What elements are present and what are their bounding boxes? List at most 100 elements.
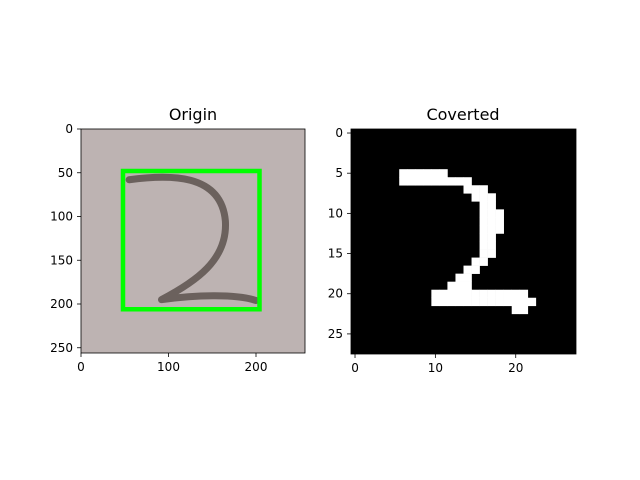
white-pixel [487,209,496,218]
white-pixel [487,217,496,226]
origin-ytick-label: 100 [50,210,73,224]
white-pixel [495,297,504,307]
white-pixel [487,233,496,242]
white-pixel [447,281,456,291]
white-pixel [463,265,472,274]
white-pixel [455,281,464,291]
converted-title: Coverted [426,105,499,124]
white-pixel [479,193,488,202]
white-pixel [487,241,496,250]
origin-ytick-label: 150 [50,253,73,267]
white-pixel [399,177,408,186]
origin-panel: Origin 0 100 200 0 50 100 150 200 250 [50,105,306,374]
white-pixel [511,289,521,299]
white-pixel [439,169,448,178]
white-pixel [503,289,513,299]
bounding-box [120,168,262,312]
white-pixel [479,257,488,266]
white-pixel [415,177,424,186]
origin-photo [81,129,305,353]
white-pixel [471,257,480,266]
white-pixel [463,281,472,291]
white-pixel [471,185,480,194]
converted-xtick-label: 20 [508,361,523,375]
converted-ytick-label: 0 [335,126,343,140]
white-pixel [479,185,488,194]
white-pixel [479,297,488,307]
origin-frame [80,128,306,354]
white-pixel [479,225,488,234]
converted-xtick-label: 10 [428,361,443,375]
white-pixel [487,297,496,307]
white-pixel [431,169,440,178]
converted-ytick-label: 25 [328,327,343,341]
white-pixel [439,177,448,186]
origin-axes: 0 100 200 0 50 100 150 200 250 [50,122,306,374]
converted-xtick-label: 0 [351,361,359,375]
black-background [351,129,576,354]
white-pixel [519,289,529,299]
origin-xtick-label: 0 [77,360,85,374]
white-pixel [519,297,529,307]
origin-xtick-label: 200 [245,360,268,374]
converted-axes: 0 10 20 0 5 10 15 20 25 [328,126,577,375]
white-pixel [463,185,472,194]
white-pixel [487,249,496,258]
white-pixel [455,297,464,307]
white-pixel [407,177,416,186]
white-pixel [455,289,464,299]
white-pixel [479,249,488,258]
white-pixel [471,265,480,274]
white-pixel [479,241,488,250]
converted-ytick-label: 15 [328,247,343,261]
white-pixel [479,289,488,299]
white-pixel [495,225,504,234]
white-pixel [463,297,472,307]
origin-ytick-label: 250 [50,341,73,355]
white-pixel [503,297,513,307]
white-pixel [479,201,488,210]
white-pixel [463,273,472,282]
white-pixel [439,297,448,307]
white-pixel [519,305,529,315]
converted-frame [350,128,577,355]
white-pixel [479,217,488,226]
white-pixel [431,297,440,307]
white-pixel [455,177,464,186]
white-pixel [471,297,480,307]
white-pixel [495,289,504,299]
white-pixel [479,209,488,218]
white-pixel [463,177,472,186]
converted-ytick-label: 10 [328,206,343,220]
white-pixel [447,297,456,307]
white-pixel [399,169,408,178]
origin-ytick-label: 200 [50,297,73,311]
white-pixel [463,289,472,299]
white-pixel [423,169,432,178]
white-pixel [487,201,496,210]
white-pixel [495,209,504,218]
white-pixel [487,289,496,299]
white-pixel [495,217,504,226]
converted-ytick-label: 5 [335,166,343,180]
white-pixel [407,169,416,178]
white-pixel [431,177,440,186]
white-pixel [511,305,521,315]
origin-ytick-label: 0 [65,122,73,136]
origin-ytick-label: 50 [58,166,73,180]
white-pixel [511,297,521,307]
converted-image [351,129,576,354]
origin-title: Origin [169,105,217,124]
white-pixel [447,177,456,186]
white-pixel [487,225,496,234]
white-pixel [487,193,496,202]
white-pixel [439,289,448,299]
white-pixel [479,233,488,242]
white-pixel [447,289,456,299]
white-pixel [471,193,480,202]
white-pixel [527,297,537,307]
digit-stroke [125,173,260,304]
white-pixel [423,177,432,186]
paper-background [81,129,305,353]
